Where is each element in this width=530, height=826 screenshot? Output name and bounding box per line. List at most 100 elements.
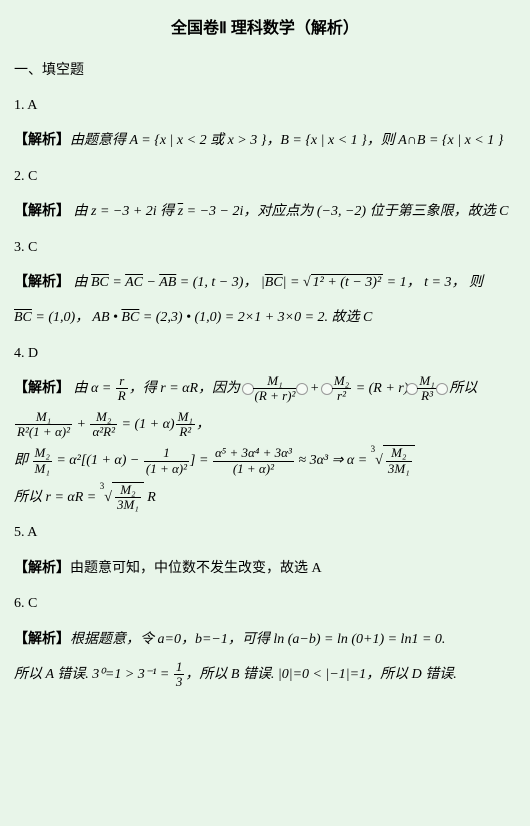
q4-p2m: = (1 + α) xyxy=(118,417,175,432)
q1-number: 1. A xyxy=(14,91,516,120)
num: M₁ xyxy=(176,410,195,425)
cuberoot-icon: 3√M₂3M₁ xyxy=(371,445,415,476)
frac-p2a: M₁R²(1 + α)² xyxy=(15,410,72,440)
q4-p3c: ] = xyxy=(190,453,212,468)
analysis-label: 【解析】 xyxy=(14,204,70,219)
den: r² xyxy=(332,389,351,403)
q3-number: 3. C xyxy=(14,233,516,262)
frac-p2b: M₂α²R² xyxy=(90,410,117,440)
q4-p3a: 即 xyxy=(14,453,32,468)
ac-vec: AC xyxy=(125,275,143,290)
page-title: 全国卷Ⅱ 理科数学（解析） xyxy=(14,12,516,46)
analysis-label: 【解析】 xyxy=(14,561,70,576)
plus: + xyxy=(73,417,89,432)
q4-p1c: 所以 xyxy=(446,381,478,396)
bc-vec4: BC xyxy=(121,310,139,325)
num: α⁵ + 3α⁴ + 3α³ xyxy=(213,446,294,461)
den: R²(1 + α)² xyxy=(15,425,72,439)
q4-p3b: = α²[(1 + α) − xyxy=(53,453,143,468)
frac-p3b: 1(1 + α)² xyxy=(144,446,189,476)
den: (1 + α)² xyxy=(213,462,294,476)
q2-post: = −3 − 2i，对应点为 (−3, −2) 位于第三象限，故选 C xyxy=(183,204,508,219)
num: M₁ xyxy=(417,374,436,389)
num: M₂ xyxy=(33,446,52,461)
num: 1 xyxy=(174,660,185,675)
q3-l1c: | = xyxy=(283,275,303,290)
den: R xyxy=(116,389,128,403)
den: R² xyxy=(176,425,195,439)
q3-l2b: = (2,3) • (1,0) = 2×1 + 3×0 = 2. 故选 C xyxy=(139,310,372,325)
den: 3 xyxy=(174,675,185,689)
den: α²R² xyxy=(90,425,117,439)
den: 3M₁ xyxy=(115,498,141,512)
q4-p3d: ≈ 3α³ ⇒ α = xyxy=(295,453,371,468)
q5-text: 由题意可知，中位数不发生改变，故选 A xyxy=(70,561,322,576)
num: M₁ xyxy=(253,374,298,389)
frac-r-R: rR xyxy=(116,374,128,404)
eq: = (R + r) xyxy=(352,381,408,396)
frac-1-3: 13 xyxy=(174,660,185,690)
q4-p1: 【解析】 由 α = rR，得 r = αR，因为 M₁(R + r)² + M… xyxy=(14,374,516,404)
analysis-label: 【解析】 xyxy=(14,133,70,148)
q4-p1a: 由 α = xyxy=(74,381,115,396)
q6-l1: 根据题意，令 a=0，b=−1，可得 ln (a−b) = ln (0+1) =… xyxy=(70,632,445,647)
q4-p1b: ，得 r = αR，因为 xyxy=(129,381,244,396)
frac-m1: M₁(R + r)² xyxy=(253,374,298,404)
ab-vec: AB xyxy=(159,275,176,290)
q3-l1d: = 1， t = 3， 则 xyxy=(383,275,483,290)
q6-l2b: ，所以 B 错误. |0|=0 < |−1|=1，所以 D 错误. xyxy=(185,667,456,682)
q3-l1b: = (1, t − 3)， | xyxy=(176,275,264,290)
frac-p2c: M₁R² xyxy=(176,410,195,440)
q4-number: 4. D xyxy=(14,339,516,368)
q6-line1: 【解析】根据题意，令 a=0，b=−1，可得 ln (a−b) = ln (0+… xyxy=(14,625,516,654)
analysis-label: 【解析】 xyxy=(14,632,70,647)
num: M₂ xyxy=(332,374,351,389)
sqrt-icon: 1² + (t − 3)² xyxy=(303,274,383,290)
q3-eq: = xyxy=(109,275,125,290)
q6-number: 6. C xyxy=(14,589,516,618)
num: r xyxy=(116,374,128,389)
q3-analysis-line1: 【解析】 由 BC = AC − AB = (1, t − 3)， |BC| =… xyxy=(14,268,516,297)
frac-m1r3: M₁R³ xyxy=(417,374,436,404)
num: 1 xyxy=(144,446,189,461)
num: M₁ xyxy=(15,410,72,425)
q4-p2e: ， xyxy=(196,417,210,432)
q4-p4b: R xyxy=(144,490,156,505)
num: M₂ xyxy=(115,483,141,498)
den: R³ xyxy=(417,389,436,403)
den: 3M₁ xyxy=(386,462,412,476)
bc-vec3: BC xyxy=(14,310,32,325)
q4-p4: 所以 r = αR = 3√M₂3M₁ R xyxy=(14,482,516,513)
num: M₂ xyxy=(386,446,412,461)
den: M₁ xyxy=(33,462,52,476)
q6-l2a: 所以 A 错误. 3⁰=1 > 3⁻¹ = xyxy=(14,667,173,682)
q2-number: 2. C xyxy=(14,162,516,191)
q3-min: − xyxy=(143,275,159,290)
q3-sqrt: 1² + (t − 3)² xyxy=(311,274,384,290)
frac-p3a: M₂M₁ xyxy=(33,446,52,476)
bc-vec2: BC xyxy=(265,275,283,290)
bc-vec: BC xyxy=(91,275,109,290)
num: M₂ xyxy=(90,410,117,425)
q5-number: 5. A xyxy=(14,518,516,547)
frac-m2: M₂r² xyxy=(332,374,351,404)
q2-pre: 由 z = −3 + 2i 得 xyxy=(74,204,178,219)
q3-l2a: = (1,0)， AB • xyxy=(32,310,122,325)
q1-analysis: 【解析】由题意得 A = {x | x < 2 或 x > 3 }，B = {x… xyxy=(14,126,516,155)
q6-line2: 所以 A 错误. 3⁰=1 > 3⁻¹ = 13，所以 B 错误. |0|=0 … xyxy=(14,660,516,690)
q4-p4a: 所以 r = αR = xyxy=(14,490,100,505)
q4-p2: M₁R²(1 + α)² + M₂α²R² = (1 + α)M₁R²， xyxy=(14,410,516,440)
den: (1 + α)² xyxy=(144,462,189,476)
q5-analysis: 【解析】由题意可知，中位数不发生改变，故选 A xyxy=(14,554,516,583)
section-heading: 一、填空题 xyxy=(14,56,516,85)
analysis-label: 【解析】 xyxy=(14,381,70,396)
q3-l1a: 由 xyxy=(74,275,92,290)
cuberoot-icon: 3√M₂3M₁ xyxy=(100,482,144,513)
den: (R + r)² xyxy=(253,389,298,403)
frac-p3c: α⁵ + 3α⁴ + 3α³(1 + α)² xyxy=(213,446,294,476)
q3-analysis-line2: BC = (1,0)， AB • BC = (2,3) • (1,0) = 2×… xyxy=(14,303,516,332)
q1-text: 由题意得 A = {x | x < 2 或 x > 3 }，B = {x | x… xyxy=(70,133,503,148)
q4-p3: 即 M₂M₁ = α²[(1 + α) − 1(1 + α)²] = α⁵ + … xyxy=(14,445,516,476)
analysis-label: 【解析】 xyxy=(14,275,70,290)
q2-analysis: 【解析】 由 z = −3 + 2i 得 z = −3 − 2i，对应点为 (−… xyxy=(14,197,516,226)
